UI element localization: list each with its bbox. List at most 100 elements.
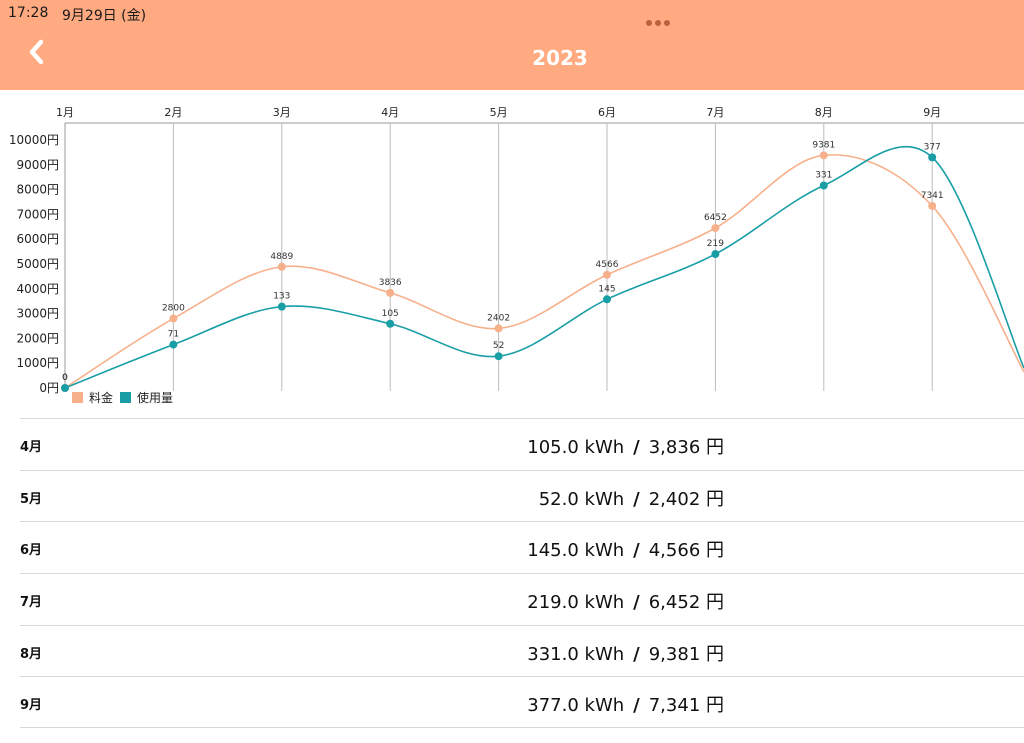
usage-data-label: 377 [924,142,941,152]
legend-fee-swatch [72,392,83,403]
list-item-month: 8月 [20,646,43,662]
ellipsis-icon[interactable] [646,11,673,30]
list-item-month: 4月 [20,440,43,455]
y-tick-label: 6000円 [16,232,59,246]
usage-point [386,319,395,328]
list-item-fee: 3,836 円 [648,437,724,458]
month-tick-label: 1月 [56,106,74,119]
list-item[interactable]: 6月 145.0 kWh / 4,566 円 [20,521,1024,573]
back-button[interactable] [20,36,54,70]
y-tick-label: 9000円 [16,158,59,172]
usage-point [277,302,286,311]
month-tick-label: 7月 [706,106,724,119]
fee-data-label: 0 [62,373,68,383]
list-item-fee: 2,402 円 [648,488,724,510]
list-item-usage: 145.0 kWh [527,540,625,562]
usage-point [169,340,178,349]
y-tick-label: 5000円 [16,257,59,271]
usage-data-label: 145 [598,284,615,294]
y-tick-label: 3000円 [16,307,59,321]
list-item[interactable]: 4月 105.0 kWh / 3,836 円 [20,418,1024,470]
fee-data-label: 2800 [162,304,185,314]
usage-data-label: 105 [382,309,399,319]
fee-data-label: 7341 [921,191,944,201]
list-item-month: 5月 [20,491,43,507]
month-tick-label: 8月 [815,106,833,119]
fee-data-label: 9381 [812,140,835,150]
chart-svg: 1月 2月 3月 4月 5月 6月 7月 8月 9月 0円 1000円 2000円 3000円 4000円… [9,106,1024,405]
y-tick-label: 8000円 [16,183,59,197]
month-tick-label: 6月 [598,106,616,119]
legend-usage-swatch [120,392,131,403]
usage-data-label: 133 [273,292,290,302]
list-item-usage: 219.0 kWh [527,592,625,614]
list-item-separator: / [633,695,640,717]
list-item-usage: 377.0 kWh [527,695,625,717]
usage-line [64,145,1024,389]
usage-point [61,384,69,392]
list-item-value: 145.0 kWh / 4,566 円 [527,536,724,562]
list-item-value: 52.0 kWh / 2,402 円 [539,485,724,511]
list-item[interactable]: 8月 331.0 kWh / 9,381 円 [20,624,1024,677]
usage-data-label: 219 [707,239,724,249]
list-item-separator: / [633,540,640,562]
month-tick-label: 4月 [381,106,399,119]
list-item[interactable]: 7月 219.0 kWh / 6,452 円 [20,573,1024,625]
list-item-separator: / [633,592,640,614]
monthly-list: 4月 105.0 kWh / 3,836 円 5月 52.0 kWh / 2,402 円 6月 1… [0,418,1024,729]
usage-data-label: 0 [62,373,68,383]
y-tick-label: 10000円 [9,133,59,147]
fee-data-label: 3836 [379,278,402,288]
list-item-value: 331.0 kWh / 9,381 円 [527,640,724,666]
list-item-usage: 105.0 kWh [527,437,625,458]
y-tick-label: 2000円 [16,331,59,345]
list-item-value: 219.0 kWh / 6,452 円 [527,588,724,614]
list-item-usage: 331.0 kWh [527,643,625,665]
list-item[interactable]: 5月 52.0 kWh / 2,402 円 [20,469,1024,522]
fee-line [64,154,1024,389]
fee-data-label: 4566 [596,260,619,270]
fee-point [928,201,937,210]
fee-point [711,223,720,232]
page-title: 2023 [532,46,588,70]
month-tick-label: 3月 [273,106,291,119]
usage-point [819,181,828,190]
list-item-separator: / [633,643,640,665]
month-tick-label: 9月 [923,106,941,119]
usage-data-label: 71 [168,330,179,340]
list-item-fee: 9,381 円 [648,643,724,665]
list-item-month: 7月 [20,595,43,611]
list-item-fee: 6,452 円 [648,592,724,614]
list-item-separator: / [633,437,640,458]
list-item-value: 105.0 kWh / 3,836 円 [527,433,724,459]
fee-point [277,262,286,271]
list-item-usage: 52.0 kWh [538,488,625,510]
list-item-value: 377.0 kWh / 7,341 円 [527,691,724,717]
fee-point [169,314,178,323]
fee-point [819,151,828,160]
list-item-fee: 4,566 円 [648,540,724,562]
legend-usage-label: 使用量 [137,390,173,405]
list-item-separator: / [633,488,640,510]
month-tick-label: 2月 [164,106,182,119]
usage-data-label: 52 [493,341,504,351]
y-tick-label: 7000円 [16,207,59,221]
app-header: 17:28 9月29日 (金) 2023 [0,0,1024,90]
fee-data-label: 2402 [487,313,510,323]
fee-point [494,324,503,333]
usage-point [711,250,720,259]
fee-point [386,288,395,297]
month-tick-label: 5月 [490,106,508,119]
fee-data-label: 4889 [270,252,293,262]
usage-data-label: 331 [815,171,832,181]
fee-data-label: 6452 [704,213,727,223]
status-time: 17:28 [8,5,49,21]
y-tick-label: 4000円 [16,282,59,296]
status-date: 9月29日 (金) [62,8,147,24]
usage-point [603,295,611,304]
list-item-fee: 7,341 円 [648,695,724,717]
usage-point [494,352,503,361]
chevron-left-icon [29,39,44,65]
list-item[interactable]: 9月 377.0 kWh / 7,341 円 [20,676,1024,729]
y-tick-label: 1000円 [16,356,59,370]
